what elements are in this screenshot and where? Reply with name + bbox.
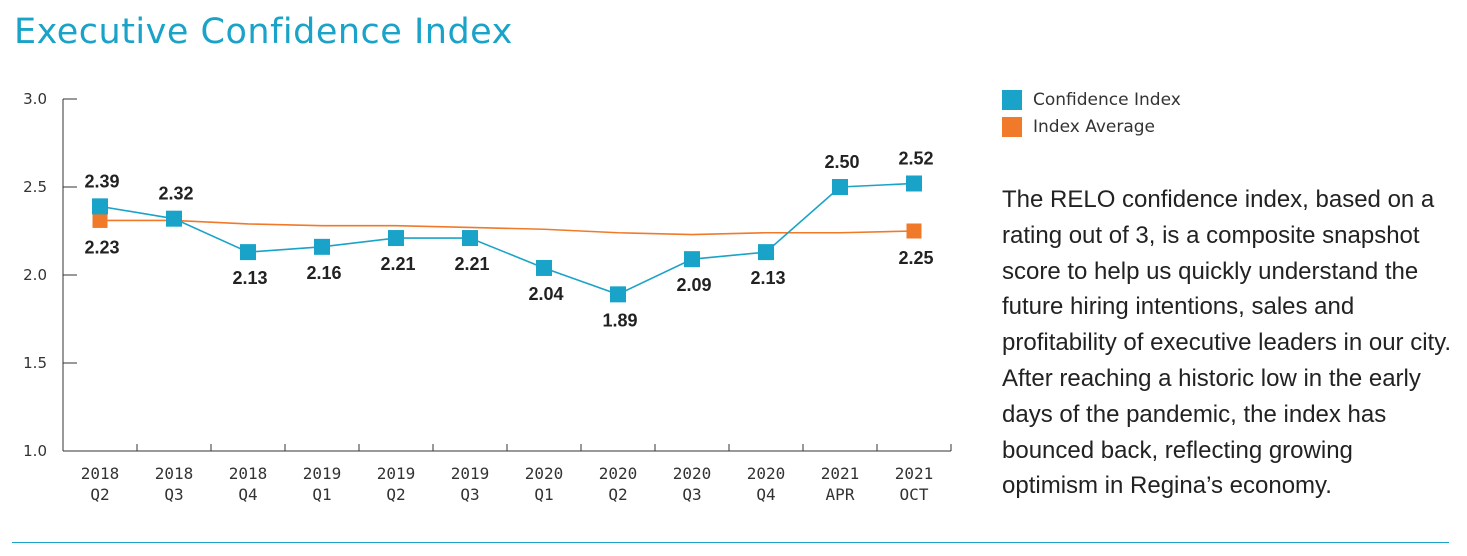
x-tick-label-year: 2018	[229, 464, 268, 483]
x-tick-label-period: Q4	[756, 485, 775, 504]
bottom-divider	[12, 542, 1449, 543]
confidence-index-data-label: 2.39	[84, 171, 119, 191]
confidence-index-data-label: 2.13	[750, 268, 785, 288]
confidence-index-data-label: 2.04	[528, 284, 563, 304]
index-average-series	[92, 212, 922, 239]
x-tick-label-period: Q2	[608, 485, 627, 504]
x-tick-label-period: Q3	[682, 485, 701, 504]
legend-swatch-confidence-index	[1002, 89, 1022, 110]
confidence-index-line	[99, 182, 915, 296]
index-average-marker	[92, 212, 108, 228]
confidence-index-data-label: 2.21	[380, 254, 415, 274]
confidence-index-marker	[92, 198, 108, 215]
index-average-data-label: 2.25	[898, 248, 933, 268]
confidence-index-marker	[388, 230, 404, 247]
line-chart: 1.0 1.5 2.0 2.5 3.0 2018 Q2 2018 Q3 2018 Q4 2019 Q1 2…	[23, 90, 952, 504]
y-tick-label: 3.0	[23, 90, 47, 108]
index-average-data-label: 2.23	[84, 237, 119, 257]
confidence-index-marker	[610, 286, 626, 303]
x-tick-label-period: Q4	[238, 485, 257, 504]
confidence-index-marker	[166, 210, 182, 227]
x-tick-label-period: Q1	[312, 485, 331, 504]
x-tick-label-year: 2020	[747, 464, 786, 483]
x-tick-label-period: Q2	[90, 485, 109, 504]
x-tick-label-year: 2020	[525, 464, 564, 483]
chart-title: Executive Confidence Index	[14, 12, 513, 52]
confidence-index-series	[92, 175, 922, 303]
x-tick-label-period: OCT	[900, 485, 929, 504]
confidence-index-marker	[832, 179, 848, 195]
chart-legend: Confidence Index Index Average	[1002, 86, 1181, 140]
x-tick-label-year: 2018	[81, 464, 120, 483]
confidence-index-data-label: 2.09	[676, 275, 711, 295]
confidence-index-marker	[240, 244, 256, 261]
x-tick-label-period: Q3	[164, 485, 183, 504]
legend-label: Index Average	[1033, 116, 1156, 137]
confidence-index-data-label: 2.32	[158, 184, 193, 204]
confidence-index-data-label: 2.21	[454, 254, 489, 274]
y-tick-label: 2.5	[23, 178, 47, 196]
x-tick-label-period: Q3	[460, 485, 479, 504]
x-tick-label-year: 2021	[821, 464, 860, 483]
x-tick-label-year: 2020	[599, 464, 638, 483]
confidence-index-marker	[462, 230, 478, 247]
confidence-index-data-label: 2.13	[232, 268, 267, 288]
index-average-marker	[906, 223, 922, 239]
x-tick-label-period: APR	[826, 485, 855, 504]
y-tick-label: 2.0	[23, 266, 47, 284]
x-tick-label-period: Q2	[386, 485, 405, 504]
confidence-index-marker	[536, 259, 552, 276]
confidence-index-marker	[314, 238, 330, 255]
x-tick-label-year: 2020	[673, 464, 712, 483]
confidence-index-data-label: 2.16	[306, 263, 341, 283]
description-text: The RELO confidence index, based on a ra…	[1002, 186, 1452, 500]
confidence-index-data-label: 2.50	[824, 152, 859, 172]
legend-item-index-average: Index Average	[1002, 113, 1181, 140]
legend-label: Confidence Index	[1033, 89, 1181, 110]
legend-item-confidence-index: Confidence Index	[1002, 86, 1181, 113]
x-tick-label-year: 2021	[895, 464, 934, 483]
y-tick-label: 1.0	[23, 442, 47, 460]
confidence-index-marker	[684, 251, 700, 268]
confidence-index-data-label: 2.52	[898, 148, 933, 168]
legend-swatch-index-average	[1002, 116, 1022, 137]
y-tick-label: 1.5	[23, 354, 47, 372]
x-tick-label-year: 2019	[451, 464, 490, 483]
x-tick-label-year: 2019	[377, 464, 416, 483]
confidence-index-marker	[906, 175, 922, 192]
chart-axes: 1.0 1.5 2.0 2.5 3.0 2018 Q2 2018 Q3 2018 Q4 2019 Q1 2…	[23, 90, 952, 504]
x-tick-label-year: 2019	[303, 464, 342, 483]
confidence-index-data-label: 1.89	[602, 310, 637, 330]
index-average-line	[100, 219, 915, 236]
confidence-index-marker	[758, 244, 774, 261]
x-tick-label-period: Q1	[534, 485, 553, 504]
x-tick-label-year: 2018	[155, 464, 194, 483]
data-labels: 2.39 2.32 2.13 2.16 2.21 2.21 2.04 1.89 2.09 2.13…	[84, 148, 933, 330]
